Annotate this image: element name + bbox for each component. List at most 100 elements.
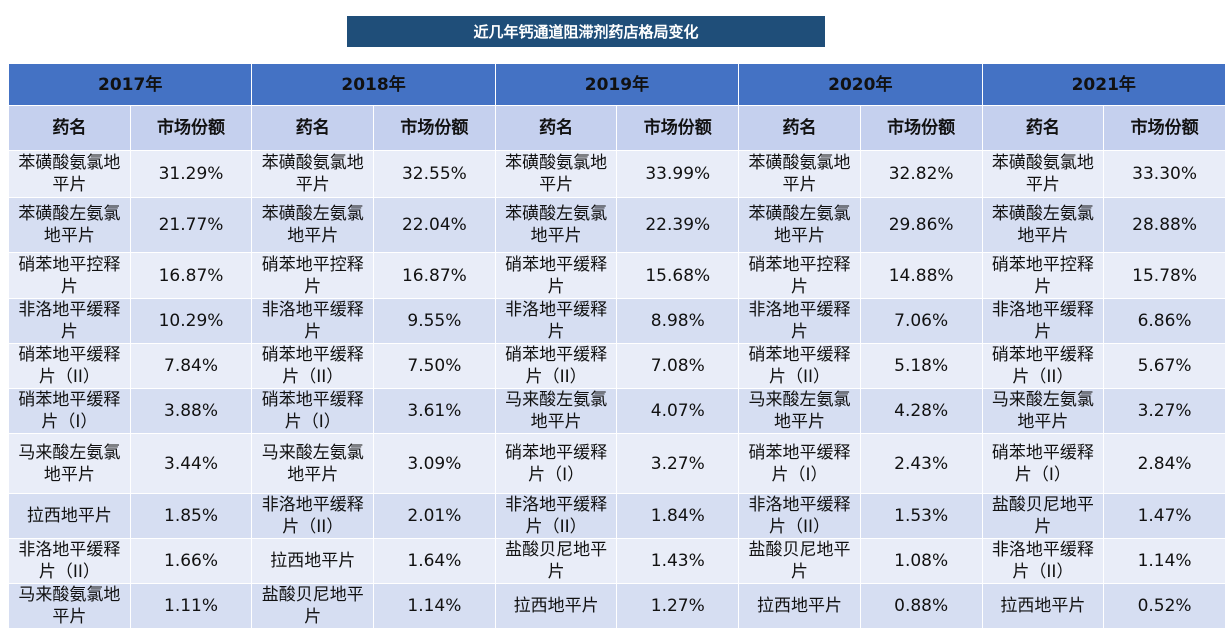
share-cell: 33.30% xyxy=(1103,150,1226,198)
drug-name-cell: 苯磺酸氨氯地平片 xyxy=(738,150,861,198)
share-cell: 6.86% xyxy=(1103,298,1226,344)
share-cell: 22.04% xyxy=(373,197,496,253)
data-row: 硝苯地平缓释片（I） 3.88% 硝苯地平缓释片（I） 3.61% 马来酸左氨氯地平片 4… xyxy=(8,388,1226,434)
year-header: 2019年 xyxy=(494,63,740,106)
drug-name-cell: 苯磺酸氨氯地平片 xyxy=(494,150,618,198)
drug-name-cell: 非洛地平缓释片 xyxy=(738,298,861,344)
drug-name-cell: 硝苯地平控释片 xyxy=(738,252,861,299)
share-cell: 1.47% xyxy=(1103,493,1226,539)
share-cell: 1.27% xyxy=(616,583,740,629)
drug-name-cell: 盐酸贝尼地平片 xyxy=(251,583,375,629)
drug-name-cell: 硝苯地平缓释片（I） xyxy=(494,433,618,494)
drug-name-cell: 硝苯地平控释片 xyxy=(251,252,375,299)
share-cell: 28.88% xyxy=(1103,197,1226,253)
drug-name-cell: 非洛地平缓释片（II） xyxy=(494,493,618,539)
year-header: 2017年 xyxy=(7,63,253,106)
drug-name-cell: 硝苯地平控释片 xyxy=(8,252,131,299)
drug-name-cell: 拉西地平片 xyxy=(981,583,1105,629)
data-row: 非洛地平缓释片（II） 1.66% 拉西地平片 1.64% 盐酸贝尼地平片 1.43% 盐酸… xyxy=(8,538,1226,584)
share-cell: 4.07% xyxy=(616,388,740,434)
column-header: 药名 xyxy=(981,105,1105,151)
share-cell: 7.50% xyxy=(373,343,496,389)
drug-name-cell: 硝苯地平缓释片 xyxy=(494,252,618,299)
drug-name-cell: 马来酸左氨氯地平片 xyxy=(8,433,131,494)
data-row: 硝苯地平缓释片（II） 7.84% 硝苯地平缓释片（II） 7.50% 硝苯地平缓释片（… xyxy=(8,343,1226,389)
drug-name-cell: 马来酸氨氯地平片 xyxy=(8,583,131,629)
year-header: 2021年 xyxy=(981,63,1226,106)
drug-name-cell: 盐酸贝尼地平片 xyxy=(738,538,861,584)
share-cell: 0.52% xyxy=(1103,583,1226,629)
share-cell: 7.08% xyxy=(616,343,740,389)
drug-name-cell: 苯磺酸氨氯地平片 xyxy=(251,150,375,198)
data-row: 拉西地平片 1.85% 非洛地平缓释片（II） 2.01% 非洛地平缓释片（II） 1.8… xyxy=(8,493,1226,539)
drug-name-cell: 非洛地平缓释片（II） xyxy=(981,538,1105,584)
year-header: 2020年 xyxy=(738,63,983,106)
share-cell: 32.82% xyxy=(859,150,983,198)
year-row: 2017年 2018年 2019年 2020年 2021年 xyxy=(7,63,1226,106)
share-cell: 1.14% xyxy=(373,583,496,629)
share-cell: 31.29% xyxy=(129,150,253,198)
share-cell: 7.84% xyxy=(129,343,253,389)
drug-name-cell: 苯磺酸左氨氯地平片 xyxy=(981,197,1105,253)
drug-name-cell: 硝苯地平缓释片（II） xyxy=(8,343,131,389)
share-cell: 1.08% xyxy=(859,538,983,584)
drug-name-cell: 马来酸左氨氯地平片 xyxy=(494,388,618,434)
drug-name-cell: 非洛地平缓释片 xyxy=(494,298,618,344)
share-cell: 33.99% xyxy=(616,150,740,198)
title-bar: 近几年钙通道阻滞剂药店格局变化 xyxy=(347,16,825,47)
share-cell: 3.27% xyxy=(616,433,740,494)
share-cell: 3.61% xyxy=(373,388,496,434)
drug-name-cell: 非洛地平缓释片 xyxy=(8,298,131,344)
share-cell: 3.44% xyxy=(129,433,253,494)
drug-name-cell: 硝苯地平缓释片（II） xyxy=(251,343,375,389)
drug-name-cell: 非洛地平缓释片（II） xyxy=(8,538,131,584)
drug-name-cell: 盐酸贝尼地平片 xyxy=(494,538,618,584)
share-cell: 1.53% xyxy=(859,493,983,539)
drug-name-cell: 盐酸贝尼地平片 xyxy=(981,493,1105,539)
share-cell: 1.11% xyxy=(129,583,253,629)
column-header: 市场份额 xyxy=(1103,105,1226,151)
drug-name-cell: 硝苯地平缓释片（II） xyxy=(981,343,1105,389)
drug-name-cell: 拉西地平片 xyxy=(738,583,861,629)
drug-name-cell: 拉西地平片 xyxy=(251,538,375,584)
share-cell: 0.88% xyxy=(859,583,983,629)
drug-name-cell: 硝苯地平缓释片（II） xyxy=(494,343,618,389)
share-cell: 3.27% xyxy=(1103,388,1226,434)
drug-name-cell: 苯磺酸左氨氯地平片 xyxy=(494,197,618,253)
drug-name-cell: 非洛地平缓释片 xyxy=(251,298,375,344)
share-cell: 14.88% xyxy=(859,252,983,299)
share-cell: 4.28% xyxy=(859,388,983,434)
column-header: 市场份额 xyxy=(129,105,253,151)
share-cell: 1.84% xyxy=(616,493,740,539)
data-row: 硝苯地平控释片 16.87% 硝苯地平控释片 16.87% 硝苯地平缓释片 15.68% 硝… xyxy=(8,252,1226,299)
share-cell: 16.87% xyxy=(373,252,496,299)
year-header: 2018年 xyxy=(251,63,496,106)
table-body: 2017年 2018年 2019年 2020年 2021年 药名 市场份额 药名 市场份额 药名市… xyxy=(7,63,1226,629)
column-header: 药名 xyxy=(494,105,618,151)
share-cell: 3.09% xyxy=(373,433,496,494)
data-row: 马来酸氨氯地平片 1.11% 盐酸贝尼地平片 1.14% 拉西地平片 1.27% 拉西地平片… xyxy=(8,583,1226,629)
subheader-row: 药名 市场份额 药名 市场份额 药名 市场份额 药名 市场份额 药名 市场份额 xyxy=(8,105,1226,151)
drug-name-cell: 苯磺酸左氨氯地平片 xyxy=(738,197,861,253)
market-share-table: 2017年 2018年 2019年 2020年 2021年 药名 市场份额 药名 市场份额 药名市… xyxy=(7,63,1226,629)
share-cell: 1.85% xyxy=(129,493,253,539)
share-cell: 5.18% xyxy=(859,343,983,389)
drug-name-cell: 苯磺酸左氨氯地平片 xyxy=(8,197,131,253)
drug-name-cell: 苯磺酸氨氯地平片 xyxy=(981,150,1105,198)
drug-name-cell: 苯磺酸氨氯地平片 xyxy=(8,150,131,198)
share-cell: 2.84% xyxy=(1103,433,1226,494)
share-cell: 22.39% xyxy=(616,197,740,253)
drug-name-cell: 硝苯地平缓释片（II） xyxy=(738,343,861,389)
drug-name-cell: 拉西地平片 xyxy=(494,583,618,629)
share-cell: 10.29% xyxy=(129,298,253,344)
drug-name-cell: 非洛地平缓释片（II） xyxy=(738,493,861,539)
share-cell: 1.43% xyxy=(616,538,740,584)
share-cell: 15.78% xyxy=(1103,252,1226,299)
drug-name-cell: 马来酸左氨氯地平片 xyxy=(981,388,1105,434)
share-cell: 32.55% xyxy=(373,150,496,198)
share-cell: 21.77% xyxy=(129,197,253,253)
column-header: 药名 xyxy=(8,105,131,151)
data-row: 非洛地平缓释片 10.29% 非洛地平缓释片 9.55% 非洛地平缓释片 8.98% 非洛地… xyxy=(8,298,1226,344)
column-header: 市场份额 xyxy=(616,105,740,151)
